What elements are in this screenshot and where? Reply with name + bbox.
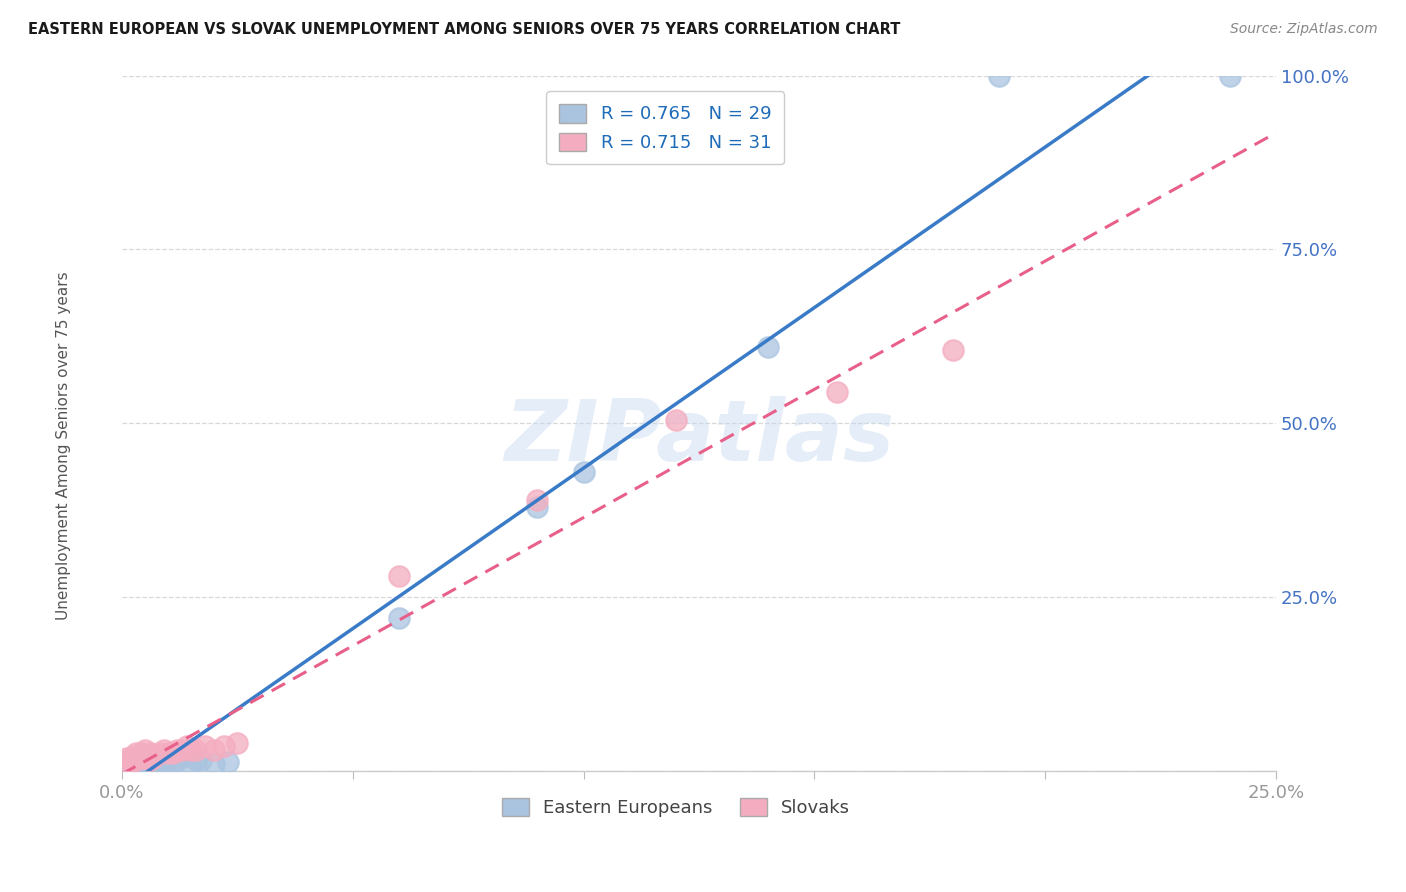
Point	[180, 756, 202, 771]
Point	[129, 751, 152, 765]
Point	[148, 756, 170, 771]
Text: Source: ZipAtlas.com: Source: ZipAtlas.com	[1230, 22, 1378, 37]
Point	[139, 747, 162, 761]
Point	[827, 384, 849, 399]
Point	[120, 758, 142, 772]
Point	[217, 756, 239, 770]
Point	[139, 753, 162, 767]
Point	[129, 751, 152, 765]
Point	[526, 500, 548, 514]
Point	[125, 747, 148, 761]
Point	[526, 492, 548, 507]
Point	[143, 753, 166, 767]
Point	[152, 743, 174, 757]
Point	[125, 749, 148, 764]
Point	[388, 611, 411, 625]
Point	[184, 753, 207, 767]
Point	[125, 756, 148, 771]
Point	[157, 747, 180, 761]
Point	[143, 749, 166, 764]
Point	[129, 747, 152, 761]
Point	[115, 756, 138, 771]
Point	[115, 756, 138, 771]
Point	[162, 747, 184, 761]
Point	[166, 743, 188, 757]
Point	[190, 753, 212, 767]
Point	[1219, 69, 1241, 83]
Point	[134, 743, 156, 757]
Point	[134, 753, 156, 767]
Point	[942, 343, 965, 358]
Point	[988, 69, 1011, 83]
Point	[176, 739, 198, 754]
Point	[202, 756, 225, 771]
Point	[202, 743, 225, 757]
Point	[388, 569, 411, 583]
Point	[120, 749, 142, 764]
Point	[139, 756, 162, 771]
Point	[170, 743, 193, 757]
Point	[115, 751, 138, 765]
Point	[134, 758, 156, 772]
Point	[180, 743, 202, 757]
Text: ZIPatlas: ZIPatlas	[503, 395, 894, 478]
Point	[148, 747, 170, 761]
Point	[152, 756, 174, 770]
Point	[226, 736, 249, 750]
Point	[129, 756, 152, 770]
Text: Unemployment Among Seniors over 75 years: Unemployment Among Seniors over 75 years	[56, 272, 70, 620]
Point	[120, 756, 142, 770]
Point	[572, 465, 595, 479]
Point	[184, 743, 207, 757]
Text: EASTERN EUROPEAN VS SLOVAK UNEMPLOYMENT AMONG SENIORS OVER 75 YEARS CORRELATION : EASTERN EUROPEAN VS SLOVAK UNEMPLOYMENT …	[28, 22, 900, 37]
Point	[134, 749, 156, 764]
Point	[162, 756, 184, 771]
Point	[665, 412, 688, 426]
Point	[125, 753, 148, 767]
Legend: Eastern Europeans, Slovaks: Eastern Europeans, Slovaks	[495, 790, 858, 824]
Point	[756, 340, 779, 354]
Point	[120, 753, 142, 767]
Point	[212, 739, 235, 754]
Point	[166, 753, 188, 767]
Point	[170, 749, 193, 764]
Point	[115, 760, 138, 774]
Point	[194, 739, 217, 754]
Point	[157, 753, 180, 767]
